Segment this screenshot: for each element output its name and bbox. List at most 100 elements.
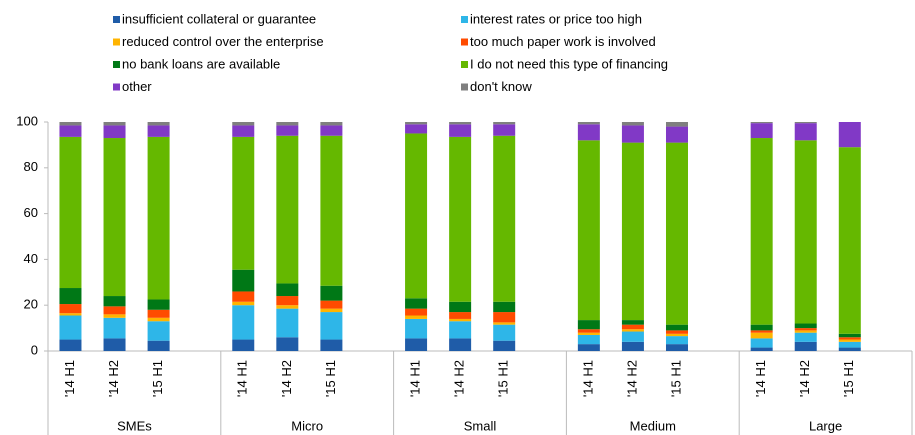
bar-segment — [838, 337, 861, 340]
bar-segment — [276, 337, 299, 351]
bar-segment — [103, 138, 126, 297]
bar-segment — [493, 135, 516, 302]
x-tick-label: '14 H2 — [106, 360, 121, 397]
bar-segment — [621, 320, 644, 325]
bar-segment — [449, 124, 472, 137]
bar-segment — [405, 315, 428, 319]
bar-segment — [750, 122, 773, 124]
bar-segment — [577, 329, 600, 333]
bar-segment — [103, 317, 126, 339]
legend-label: insufficient collateral or guarantee — [122, 11, 316, 26]
bar-segment — [103, 122, 126, 126]
bar-segment — [147, 321, 170, 341]
bar-segment — [59, 136, 82, 289]
bar-segment — [59, 125, 82, 137]
bar-segment — [750, 332, 773, 339]
y-tick-label: 0 — [31, 342, 38, 357]
legend-marker — [113, 61, 120, 68]
bar-segment — [449, 338, 472, 351]
bar-segment — [750, 338, 773, 348]
x-tick-label: '14 H2 — [797, 360, 812, 397]
legend-label: don't know — [470, 79, 532, 94]
legend-marker — [461, 83, 468, 91]
bar-segment — [665, 122, 688, 127]
bar-segment — [577, 320, 600, 330]
bar-segment — [621, 329, 644, 332]
bar-segment — [750, 347, 773, 351]
legend-label: too much paper work is involved — [470, 34, 656, 49]
x-tick-label: '15 H1 — [668, 360, 683, 397]
bar-segment — [276, 305, 299, 309]
bar-segment — [320, 339, 343, 351]
legend-label: I do not need this type of financing — [470, 56, 668, 71]
bar-segment — [493, 122, 516, 125]
bar-segment — [232, 269, 255, 292]
bar-segment — [838, 341, 861, 348]
bar-segment — [794, 123, 817, 141]
x-tick-label: '15 H1 — [323, 360, 338, 397]
group-label: Large — [809, 418, 842, 433]
bar-segment — [750, 324, 773, 331]
bar-segment — [320, 312, 343, 340]
group-label: Medium — [630, 418, 676, 433]
bar-segment — [577, 124, 600, 141]
bar-segment — [794, 330, 817, 333]
bar-segment — [794, 341, 817, 351]
y-tick-label: 40 — [24, 251, 38, 266]
bar-segment — [405, 133, 428, 299]
x-tick-label: '14 H1 — [62, 360, 77, 397]
x-tick-label: '14 H2 — [452, 360, 467, 397]
bar-segment — [493, 301, 516, 313]
legend-marker — [461, 16, 468, 23]
bar-segment — [577, 344, 600, 351]
legend-marker — [113, 38, 120, 46]
bar-segment — [147, 299, 170, 310]
bar-segment — [493, 324, 516, 341]
bar-segment — [838, 147, 861, 334]
bar-segment — [232, 301, 255, 306]
x-tick-label: '14 H2 — [624, 360, 639, 397]
bar-segment — [405, 298, 428, 309]
bar-segment — [750, 138, 773, 325]
bar-segment — [276, 296, 299, 306]
group-label: Micro — [291, 418, 323, 433]
bar-segment — [320, 285, 343, 301]
x-tick-label: '14 H2 — [279, 360, 294, 397]
bar-segment — [577, 140, 600, 321]
x-tick-label: '14 H1 — [580, 360, 595, 397]
bar-segment — [147, 125, 170, 137]
group-label: SMEs — [117, 418, 152, 433]
bar-segment — [794, 328, 817, 331]
bar-segment — [750, 123, 773, 139]
bar-segment — [493, 322, 516, 325]
group-label: Small — [464, 418, 497, 433]
legend-label: interest rates or price too high — [470, 11, 642, 26]
x-tick-label: '15 H1 — [841, 360, 856, 397]
bar-segment — [405, 122, 428, 125]
bar-segment — [103, 296, 126, 307]
bar-segment — [320, 308, 343, 313]
bar-segment — [405, 308, 428, 316]
bar-segment — [449, 312, 472, 319]
bar-segment — [621, 324, 644, 330]
bar-segment — [59, 122, 82, 126]
bar-segment — [794, 332, 817, 342]
bar-segment — [449, 136, 472, 302]
bar-segment — [232, 122, 255, 126]
legend-marker — [113, 16, 120, 23]
bar-segment — [147, 122, 170, 126]
bar-segment — [665, 333, 688, 337]
bar-segment — [276, 135, 299, 284]
bar-segment — [59, 288, 82, 305]
x-tick-label: '14 H1 — [408, 360, 423, 397]
bar-segment — [276, 125, 299, 136]
bar-segment — [59, 304, 82, 314]
legend-marker — [461, 61, 468, 68]
bar-segment — [794, 323, 817, 329]
bar-segment — [232, 125, 255, 137]
legend-label: no bank loans are available — [122, 56, 280, 71]
bar-segment — [794, 140, 817, 324]
bar-segment — [147, 136, 170, 300]
bar-segment — [103, 338, 126, 351]
y-tick-label: 60 — [24, 205, 38, 220]
